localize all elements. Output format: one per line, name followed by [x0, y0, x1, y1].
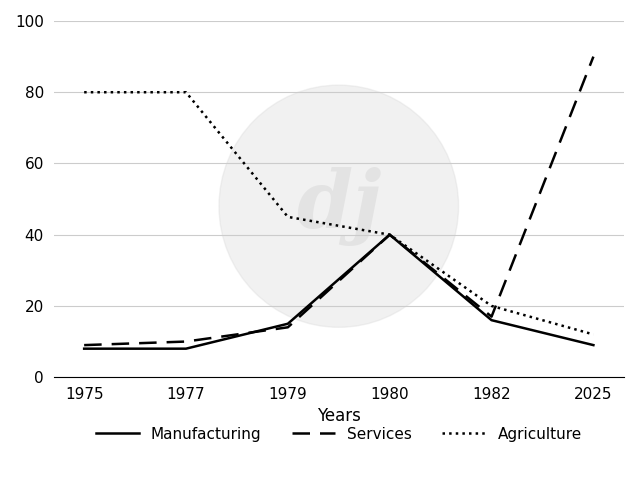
X-axis label: Years: Years	[317, 408, 361, 426]
Text: dj: dj	[296, 167, 381, 246]
Legend: Manufacturing, Services, Agriculture: Manufacturing, Services, Agriculture	[90, 421, 588, 448]
Ellipse shape	[219, 85, 458, 327]
